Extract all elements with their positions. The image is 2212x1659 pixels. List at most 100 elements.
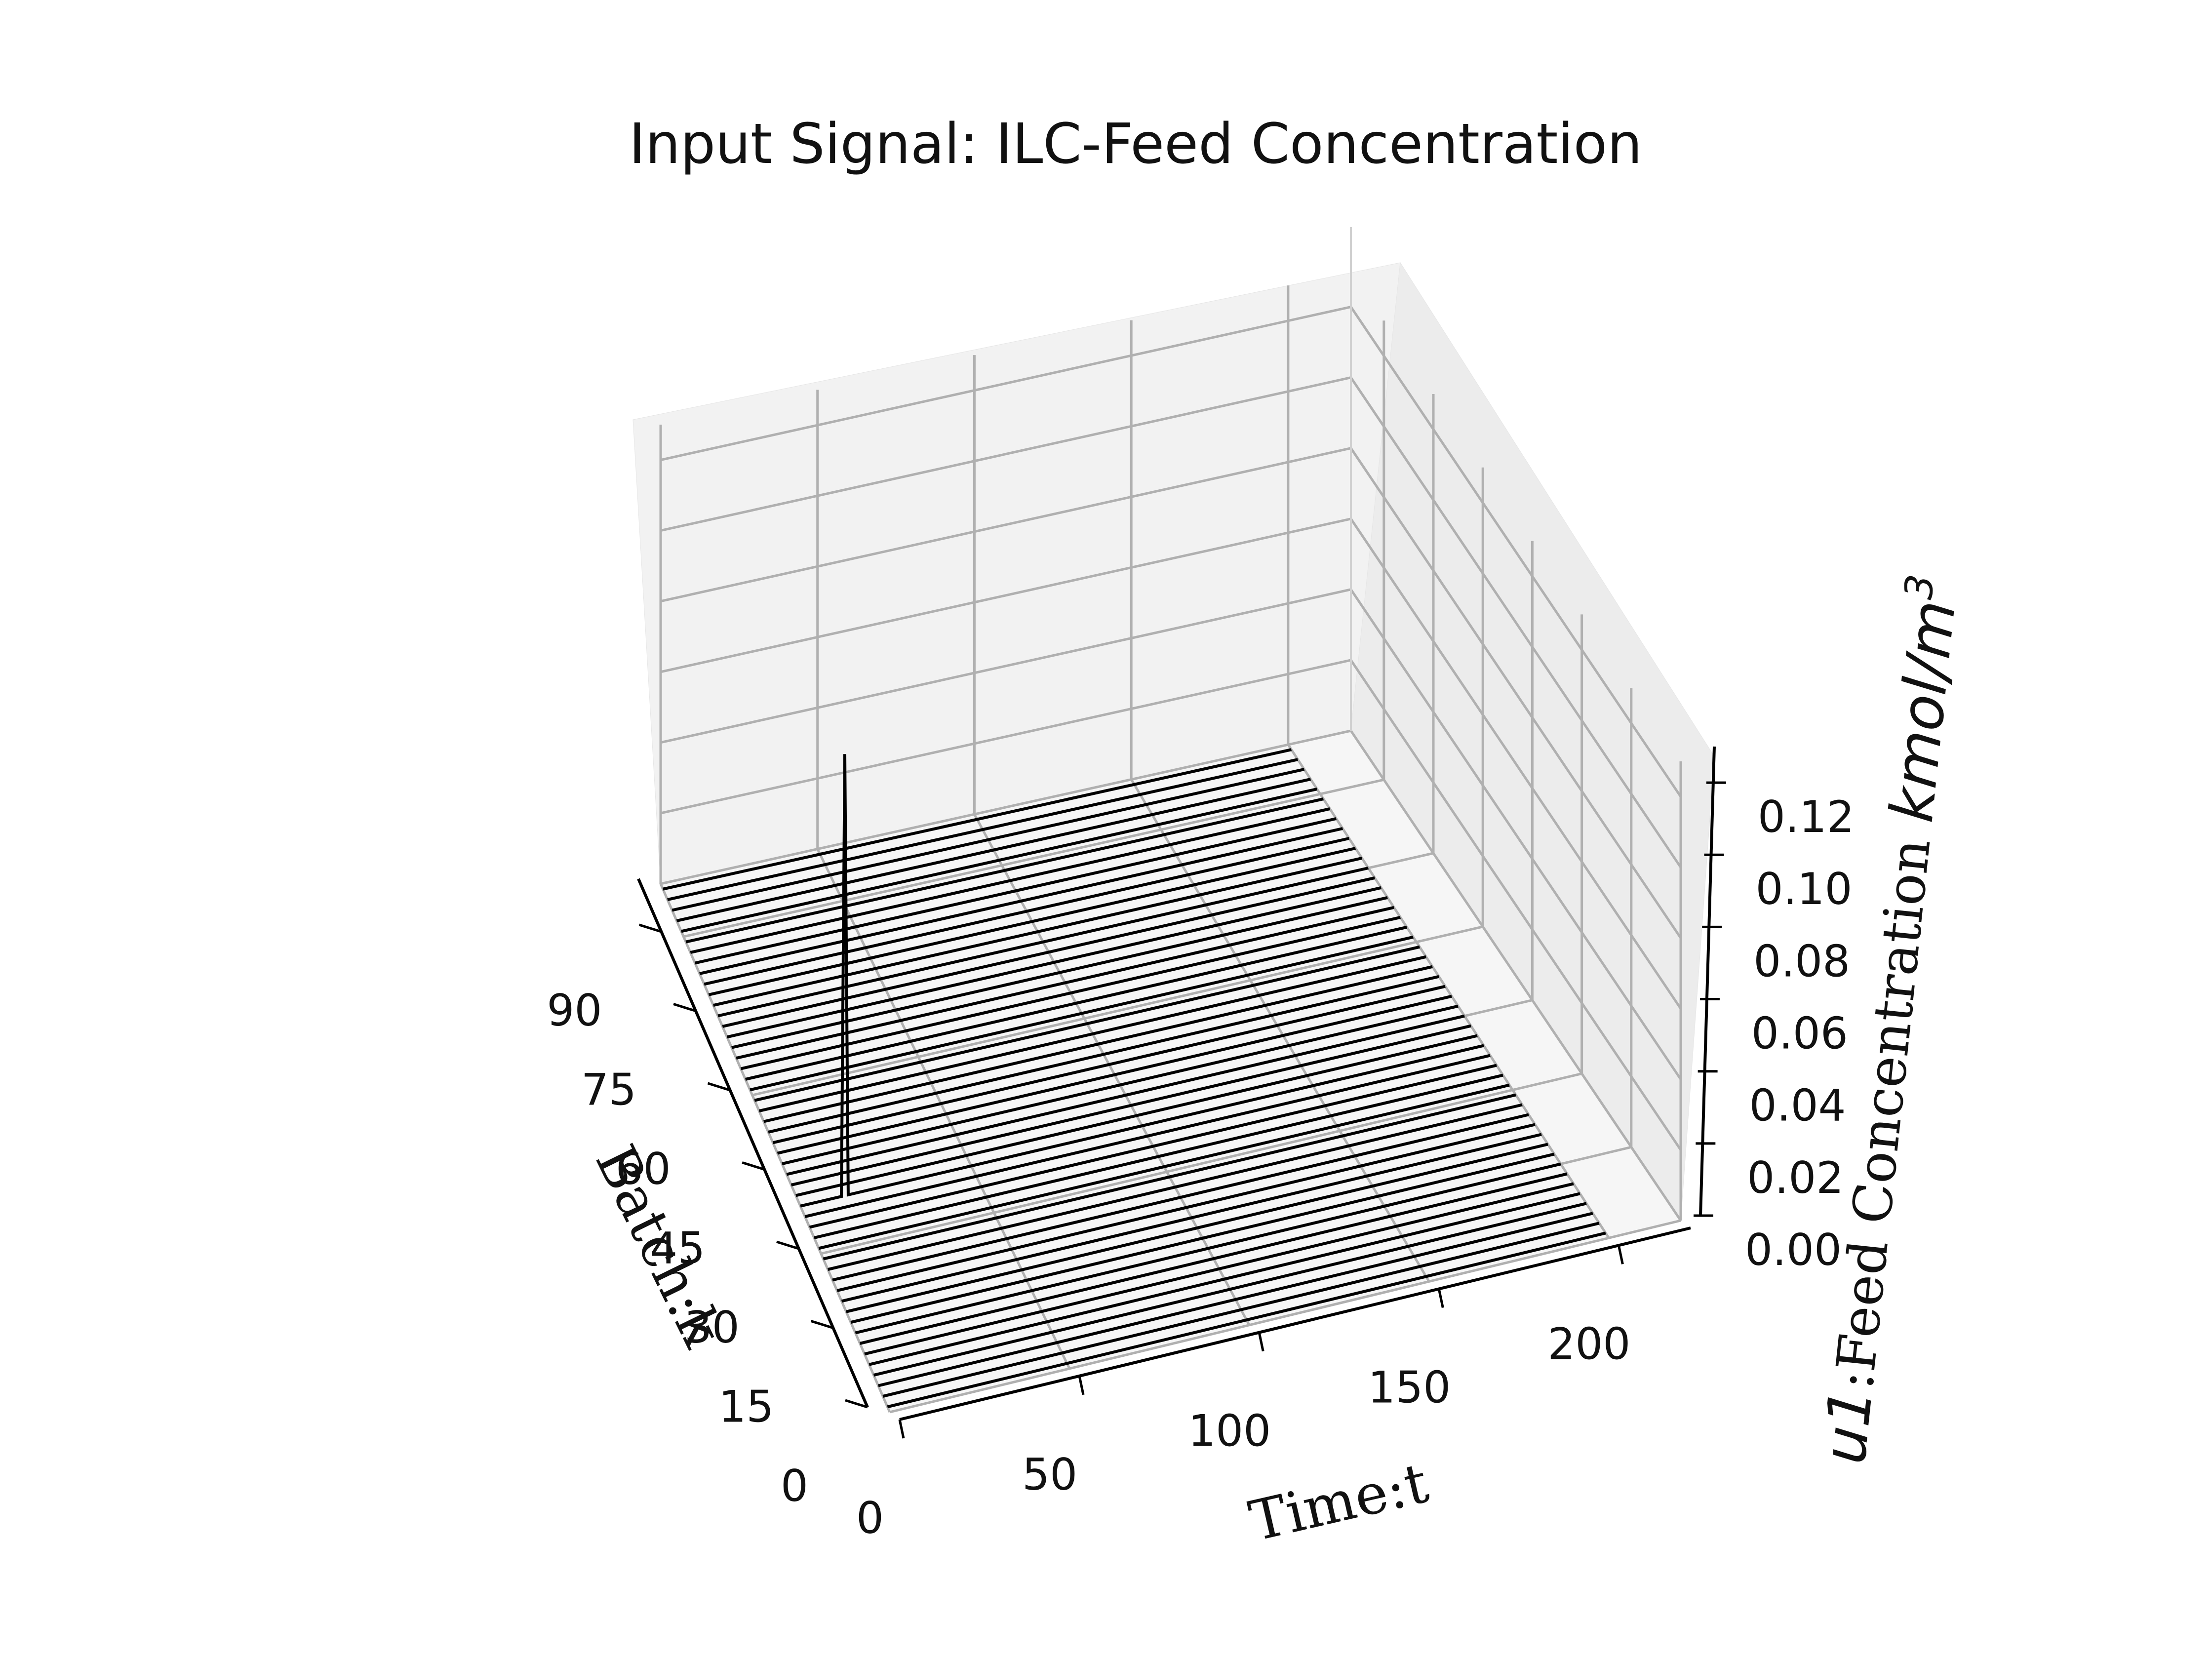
y-tick-label: 30 [684,1302,740,1353]
y-tick-label: 15 [718,1382,774,1432]
grid-line-z-back [660,517,1351,673]
series-line-batch [846,1143,1548,1313]
series-line-batch [758,955,1426,1113]
x-tick-label: 0 [856,1493,884,1543]
axes-lines [637,746,1726,1439]
series-line-batch [745,925,1407,1081]
series-line-batch [887,1231,1606,1409]
series-line-batch [869,1192,1580,1366]
z-tick-label: 0.00 [1745,1224,1842,1275]
grid-line-batch-floor [889,1219,1681,1414]
grid-line-z-back [660,306,1351,461]
series-line-batch [864,1182,1574,1356]
z-tick-label: 0.08 [1753,936,1850,987]
grid-lines [659,227,1682,1414]
grid-line-z-right [1349,306,1682,797]
series-line-batch [795,1034,1478,1197]
series-line-batch [722,876,1375,1028]
series-line-batch [754,945,1420,1102]
grid-line-batch-floor [821,1072,1582,1255]
z-axis-line [1699,746,1716,1216]
x-axis-label: Time:t [1244,1451,1434,1554]
z-axis-label-var: u1 [1810,1385,1886,1467]
series-line-batch [878,1212,1593,1387]
series-line-batch [855,1162,1561,1335]
series-line-batch [777,994,1452,1155]
series-line-batch [685,797,1324,944]
grid-line-z-back [660,447,1351,603]
z-tick-label: 0.04 [1749,1080,1846,1131]
grid-line-time-floor [659,883,891,1413]
series-line-batch [704,837,1349,986]
grid-line-z-right [1349,447,1682,939]
series-line-batch [860,1172,1568,1345]
series-line-batch [717,867,1369,1018]
series-line-batch [790,1024,1471,1186]
series-line-batch [690,807,1330,954]
series-line-batch [850,1152,1555,1324]
series-line-batch [804,1054,1491,1219]
series-line-batch [699,827,1343,975]
y-tick-mark [742,1161,765,1171]
series-line-batch [763,965,1433,1123]
series-line-batch [672,768,1305,912]
y-tick-label: 60 [616,1144,671,1194]
z-tick-label: 0.10 [1756,864,1853,914]
grid-line-time-floor [1130,779,1430,1282]
y-tick-label: 90 [547,985,602,1036]
x-tick-mark [898,1419,905,1439]
y-tick-mark [845,1399,868,1409]
x-tick-label: 50 [1022,1449,1077,1500]
x-tick-mark [1437,1288,1444,1308]
series-line-batch [740,915,1401,1070]
waterfall-lines [662,748,1606,1409]
z-tick-label: 0.12 [1758,791,1855,842]
series-line-batch [750,935,1414,1092]
y-tick-label: 0 [781,1461,808,1511]
series-line-batch [768,975,1439,1134]
grid-line-z-right [1349,659,1682,1151]
z-axis-label-exp: 3 [1896,572,1943,601]
chart-title: Input Signal: ILC-Feed Concentration [629,112,1642,176]
series-line-batch [772,985,1446,1145]
grid-line-z-back [660,729,1351,885]
series-line-batch [809,1064,1497,1229]
series-line-batch [814,1073,1503,1239]
y-axis-line [637,878,869,1408]
series-line-batch [676,778,1311,922]
series-line-batch [681,788,1318,933]
z-tick-label: 0.02 [1747,1152,1844,1203]
y-tick-mark [673,1003,696,1012]
y-tick-mark [638,923,662,933]
y-tick-mark [776,1240,799,1250]
series-line-batch [836,1123,1536,1292]
grid-line-z-back [660,659,1351,815]
grid-line-batch-floor [683,778,1384,938]
grid-line-z-right [1349,730,1682,1222]
grid-line-batch-floor [752,925,1483,1097]
series-line-batch [713,857,1362,1007]
grid-line-time-floor [973,813,1251,1326]
series-line-batch [731,896,1388,1049]
series-line-batch [818,1083,1510,1250]
x-tick-mark [1258,1332,1264,1352]
series-line-batch [823,1093,1516,1261]
y-tick-label: 45 [650,1223,705,1274]
x-tick-mark [1617,1245,1624,1264]
series-line-batch [667,758,1299,902]
series-line-batch [828,1103,1523,1271]
z-axis-label-unit: kmol/m [1878,597,1969,826]
series-line-batch-spike [800,754,1484,1208]
axis-tick-labels: 05010015020001530456075900.000.020.040.0… [547,791,1854,1543]
series-line-batch [832,1113,1529,1282]
grid-line-time-floor [816,848,1071,1369]
grid-line-z-right [1349,518,1682,1010]
series-line-batch [786,1014,1465,1176]
series-line-batch [662,748,1292,891]
x-tick-label: 150 [1368,1362,1451,1413]
grid-line-z-right [1349,377,1682,869]
x-tick-label: 200 [1547,1318,1630,1369]
series-line-batch [782,1004,1459,1166]
x-axis-line [899,1226,1691,1421]
